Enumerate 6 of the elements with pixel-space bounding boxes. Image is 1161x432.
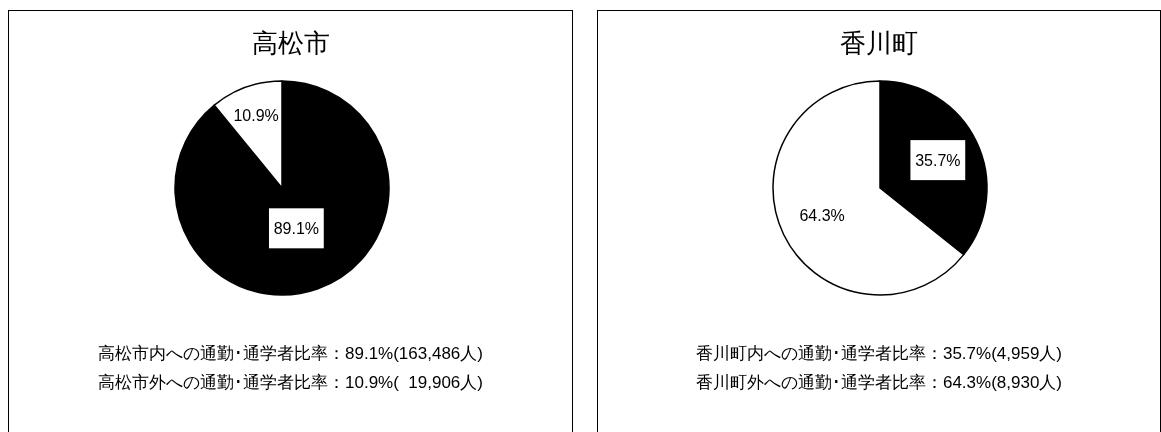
text: 高松市内への通勤･通学者比率：89.1%(163,486人) xyxy=(98,344,483,363)
text: 香川町外への通勤･通学者比率：64.3%(8,930人) xyxy=(695,373,1063,392)
text: 香川町内への通勤･通学者比率：35.7%(4,959人) xyxy=(695,344,1063,363)
chart-title: 香川町 xyxy=(840,28,918,58)
text: 高松市外への通勤･通学者比率：10.9%( 19,906人) xyxy=(98,373,483,392)
chart-title: 高松市 xyxy=(251,28,330,58)
